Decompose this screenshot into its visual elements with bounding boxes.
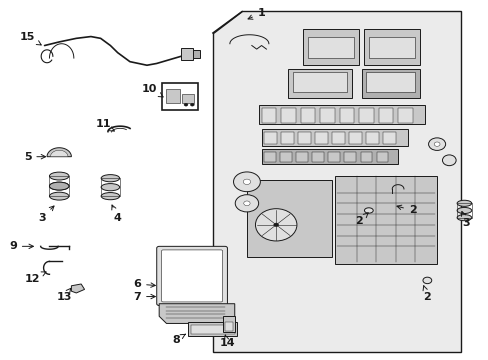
- Bar: [261, 129, 407, 146]
- Ellipse shape: [49, 172, 69, 180]
- Ellipse shape: [456, 207, 471, 213]
- Bar: [303, 30, 358, 65]
- Ellipse shape: [442, 155, 455, 166]
- Bar: [366, 72, 414, 92]
- Bar: [397, 108, 412, 123]
- Bar: [161, 83, 198, 110]
- Bar: [358, 108, 373, 123]
- Bar: [298, 132, 310, 144]
- Polygon shape: [159, 304, 234, 323]
- Text: 5: 5: [23, 152, 45, 162]
- Ellipse shape: [456, 200, 471, 206]
- Ellipse shape: [273, 223, 278, 226]
- Ellipse shape: [49, 182, 69, 190]
- Ellipse shape: [49, 182, 69, 190]
- Bar: [261, 108, 276, 123]
- Ellipse shape: [243, 179, 250, 184]
- Polygon shape: [47, 148, 71, 157]
- Ellipse shape: [233, 172, 260, 192]
- Ellipse shape: [49, 192, 69, 200]
- Text: 1: 1: [247, 8, 265, 19]
- Bar: [259, 105, 424, 125]
- Text: 14: 14: [219, 335, 235, 348]
- Bar: [348, 132, 361, 144]
- Bar: [378, 108, 392, 123]
- Bar: [328, 152, 339, 162]
- Bar: [293, 72, 346, 92]
- Bar: [363, 30, 419, 65]
- Ellipse shape: [427, 138, 445, 150]
- Text: 8: 8: [172, 334, 185, 345]
- Bar: [261, 149, 397, 164]
- Ellipse shape: [183, 103, 187, 106]
- Ellipse shape: [255, 209, 296, 241]
- Ellipse shape: [433, 142, 439, 146]
- Text: 11: 11: [95, 120, 114, 131]
- Bar: [376, 152, 387, 162]
- Bar: [361, 69, 419, 98]
- Text: 10: 10: [142, 84, 163, 97]
- Text: 15: 15: [20, 32, 41, 45]
- Ellipse shape: [456, 215, 471, 221]
- Polygon shape: [212, 12, 461, 352]
- Text: 9: 9: [9, 241, 33, 251]
- Bar: [368, 37, 414, 58]
- Text: 13: 13: [56, 288, 72, 302]
- Bar: [344, 152, 355, 162]
- Bar: [456, 203, 471, 218]
- Polygon shape: [50, 150, 68, 157]
- Text: 7: 7: [133, 292, 155, 302]
- Text: 4: 4: [112, 205, 122, 222]
- Bar: [246, 180, 331, 257]
- Ellipse shape: [244, 201, 249, 206]
- Text: 2: 2: [354, 213, 367, 226]
- Bar: [312, 152, 324, 162]
- Text: 3: 3: [461, 211, 469, 228]
- Bar: [307, 37, 353, 58]
- Text: 2: 2: [396, 205, 416, 216]
- Ellipse shape: [422, 277, 431, 284]
- Bar: [222, 316, 234, 332]
- Bar: [101, 178, 120, 196]
- Bar: [366, 132, 378, 144]
- Bar: [280, 152, 291, 162]
- Bar: [224, 322, 232, 331]
- Bar: [315, 132, 327, 144]
- Bar: [188, 321, 237, 336]
- Bar: [264, 152, 275, 162]
- FancyBboxPatch shape: [161, 250, 222, 302]
- Bar: [165, 89, 180, 103]
- Text: 2: 2: [422, 286, 430, 302]
- Bar: [49, 176, 69, 196]
- Text: 3: 3: [38, 206, 54, 222]
- Text: 6: 6: [133, 279, 155, 289]
- Text: 12: 12: [24, 272, 46, 284]
- Ellipse shape: [101, 175, 120, 182]
- Bar: [383, 132, 395, 144]
- Ellipse shape: [101, 193, 120, 200]
- Ellipse shape: [190, 103, 194, 106]
- Bar: [281, 132, 293, 144]
- Bar: [182, 94, 194, 103]
- Ellipse shape: [235, 195, 258, 212]
- Bar: [320, 108, 334, 123]
- Bar: [181, 48, 193, 60]
- Ellipse shape: [364, 208, 372, 213]
- Bar: [296, 152, 307, 162]
- Bar: [300, 108, 315, 123]
- Ellipse shape: [101, 184, 120, 191]
- Bar: [190, 325, 234, 334]
- FancyBboxPatch shape: [157, 246, 227, 306]
- Bar: [339, 108, 353, 123]
- Bar: [334, 176, 436, 264]
- Bar: [264, 132, 276, 144]
- Bar: [281, 108, 295, 123]
- Bar: [193, 50, 200, 58]
- Polygon shape: [71, 284, 84, 293]
- Bar: [288, 69, 351, 98]
- Bar: [360, 152, 371, 162]
- Bar: [331, 132, 344, 144]
